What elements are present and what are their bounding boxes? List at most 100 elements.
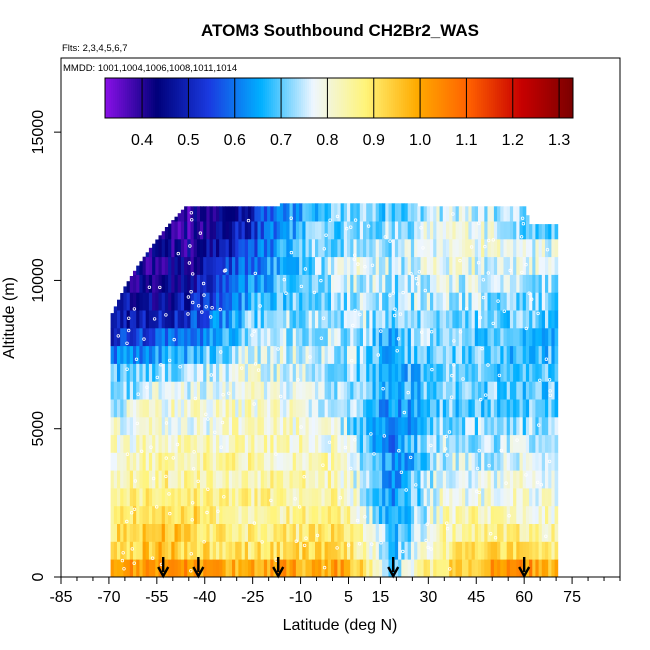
heat-cell [270,381,274,400]
colorbar-segment [313,78,316,118]
heat-cell [219,452,223,471]
heat-cell [529,381,533,400]
heat-cell [519,381,524,400]
colorbar-segment [557,78,560,118]
heat-cell [382,541,386,560]
heat-cell [222,345,226,364]
heat-cell [481,541,485,560]
heat-cell [417,434,421,453]
heat-cell [334,452,338,471]
heat-cell [219,523,223,542]
heat-cell [321,488,325,507]
heat-cell [315,221,319,240]
heat-cell [420,452,425,471]
heat-cell [442,345,447,364]
heat-cell [203,238,207,258]
heat-cell [458,505,463,524]
heat-cell [407,221,412,240]
heat-cell [164,363,169,382]
heat-cell [126,363,131,382]
heat-cell [535,470,539,489]
heat-cell [327,523,332,542]
heat-cell [180,221,185,240]
sample-point [189,552,193,556]
heat-cell [407,381,412,400]
heat-cell [519,256,524,275]
heat-cell [155,256,159,275]
heat-cell [308,274,313,293]
sample-point [499,448,503,453]
heat-cell [222,452,226,471]
heat-cell [503,274,508,293]
heat-cell [286,327,290,347]
colorbar-segment [529,78,532,118]
heat-cell [509,559,514,578]
heat-cell [254,523,258,542]
heat-cell [334,203,338,222]
heat-cell [394,221,399,240]
colorbar-segment [231,78,234,118]
heat-cell [235,541,239,560]
heat-cell [327,221,332,240]
heat-cell [155,345,159,364]
heat-cell [283,310,287,329]
sample-point [164,474,168,479]
heat-cell [532,505,536,524]
heat-cell [394,327,399,347]
heat-cell [334,292,338,311]
heat-cell [193,488,198,507]
heat-cell [484,221,488,240]
sample-point [343,445,348,450]
heat-cell [481,292,485,311]
heat-cell [529,559,533,578]
colorbar-segment [355,78,358,118]
heat-cell [251,470,255,489]
heat-cell [430,470,434,489]
heat-cell [532,256,536,275]
heat-cell [133,416,137,436]
heat-cell [417,206,421,222]
colorbar-segment [401,78,404,118]
heat-cell [554,224,559,240]
heat-cell [212,541,217,560]
heat-cell [385,488,389,507]
heat-cell [286,221,290,240]
colorbar-segment [267,78,270,118]
heat-cell [295,541,300,560]
heat-cell [270,416,274,436]
heat-cell [248,327,252,347]
heat-cell [324,256,329,275]
heat-cell [327,416,332,436]
heat-cell [279,488,284,507]
heat-cell [331,238,335,258]
heat-cell [449,381,453,400]
heat-cell [535,541,539,560]
heat-cell [452,399,456,418]
heat-cell [324,399,329,418]
heat-cell [305,327,310,347]
heat-cell [219,541,223,560]
heat-cell [232,345,236,364]
heat-cell [356,274,361,293]
heat-cell [155,452,159,471]
heat-cell [455,327,460,347]
heat-cell [481,206,485,222]
heat-cell [196,505,201,524]
heat-cell [369,327,373,347]
heat-cell [299,488,303,507]
heat-cell [350,434,354,453]
heat-cell [430,327,434,347]
heat-cell [433,310,437,329]
heat-cell [171,523,175,542]
heat-cell [423,470,428,489]
heat-cell [257,274,262,293]
colorbar-segment [533,78,536,118]
heat-cell [484,488,488,507]
heat-cell [401,292,405,311]
heat-cell [394,274,399,293]
heat-cell [152,470,156,489]
heat-cell [347,221,351,240]
heat-cell [554,274,559,293]
heat-cell [133,270,137,275]
heat-cell [401,399,405,418]
